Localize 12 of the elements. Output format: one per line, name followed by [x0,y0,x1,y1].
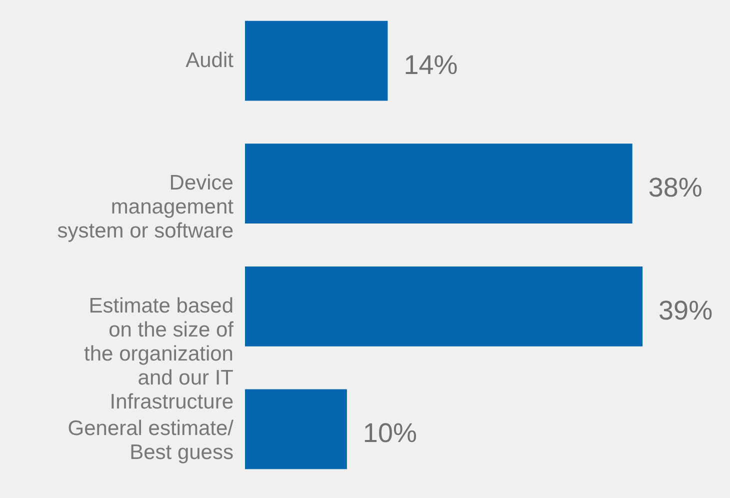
bar [245,266,643,346]
y-tick-label: Estimate based on the size of the organization and our IT Infrastructure [84,294,234,414]
bar [245,144,632,224]
bar [245,389,347,470]
data-label: 38% [648,172,702,203]
data-label: 39% [658,295,713,326]
y-tick-label: Device management system or software [57,172,234,243]
data-label: 10% [362,418,417,448]
bar [245,20,388,101]
y-tick-label: General estimate/ Best guess [68,417,234,464]
y-tick-label: Audit [186,48,234,72]
data-label: 14% [404,50,458,80]
